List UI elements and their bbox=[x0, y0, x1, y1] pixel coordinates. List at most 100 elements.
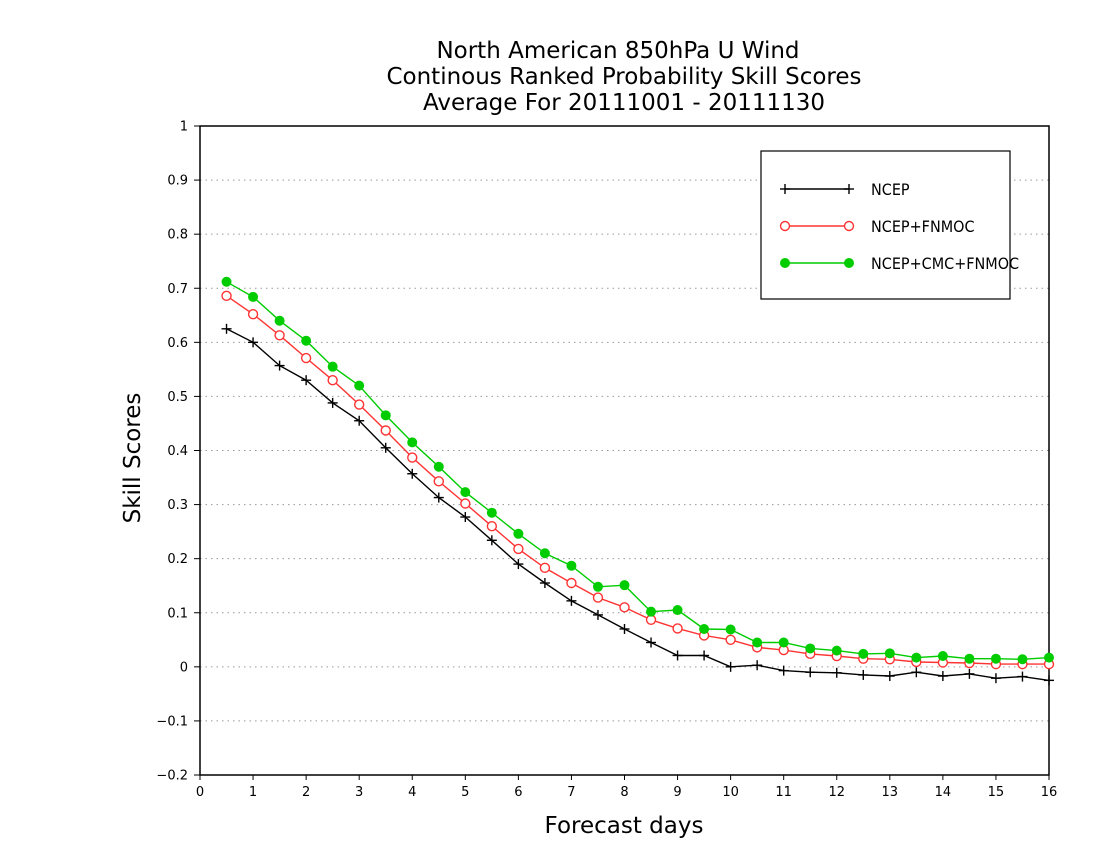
data-point bbox=[725, 634, 736, 645]
data-point bbox=[937, 671, 948, 682]
data-point bbox=[831, 645, 842, 656]
legend-item: NCEP+CMC+FNMOC bbox=[780, 254, 1019, 273]
data-point bbox=[964, 653, 975, 664]
chart-title: North American 850hPa U Wind Continous R… bbox=[386, 38, 861, 116]
data-point bbox=[1044, 675, 1054, 686]
x-tick-label: 15 bbox=[988, 785, 1005, 800]
data-point bbox=[964, 668, 975, 679]
x-tick-label: 13 bbox=[882, 785, 899, 800]
data-point bbox=[672, 605, 683, 616]
y-tick-label: 0.2 bbox=[167, 552, 188, 567]
x-tick-label: 3 bbox=[355, 785, 363, 800]
data-point bbox=[646, 637, 657, 648]
y-axis: −0.2 −0.1 0 0.1 0.2 0.3 0.4 0.5 0.6 0.7 0.8 0.9 1 bbox=[156, 120, 200, 784]
x-tick-label: 0 bbox=[196, 785, 204, 800]
data-point bbox=[301, 335, 312, 346]
y-tick-label: −0.1 bbox=[156, 714, 188, 729]
data-point bbox=[1017, 654, 1028, 665]
data-point bbox=[274, 360, 285, 371]
series-ncep-cmc-fnmoc bbox=[221, 276, 1054, 665]
data-point bbox=[380, 425, 391, 436]
data-point bbox=[592, 592, 604, 603]
data-point bbox=[539, 578, 550, 589]
data-point bbox=[619, 602, 630, 613]
data-point bbox=[460, 512, 471, 523]
y-tick-label: 0.4 bbox=[167, 444, 188, 459]
y-tick-label: 0.1 bbox=[167, 606, 188, 621]
data-point bbox=[327, 397, 338, 408]
series-ncep-fnmoc bbox=[221, 290, 1055, 670]
x-tick-label: 4 bbox=[408, 785, 416, 800]
data-point bbox=[884, 648, 895, 659]
data-point bbox=[221, 323, 232, 334]
data-point bbox=[592, 581, 603, 592]
data-point bbox=[566, 560, 577, 571]
x-tick-label: 6 bbox=[514, 785, 522, 800]
data-point bbox=[247, 309, 259, 320]
data-point bbox=[327, 374, 338, 386]
grid bbox=[200, 179, 1049, 722]
data-point bbox=[486, 535, 497, 546]
data-point bbox=[221, 276, 232, 287]
data-point bbox=[380, 442, 391, 453]
data-point bbox=[354, 415, 365, 426]
data-point bbox=[699, 623, 710, 634]
x-tick-label: 8 bbox=[620, 785, 628, 800]
legend-label: NCEP+FNMOC bbox=[871, 217, 975, 236]
data-point bbox=[539, 548, 550, 559]
legend-marker bbox=[844, 258, 854, 268]
y-axis-title: Skill Scores bbox=[120, 393, 146, 524]
data-point bbox=[778, 637, 789, 648]
series bbox=[221, 276, 1055, 686]
y-tick-label: −0.2 bbox=[156, 769, 188, 784]
data-point bbox=[513, 528, 524, 539]
data-point bbox=[778, 665, 789, 676]
y-tick-label: 0.8 bbox=[167, 228, 188, 243]
data-point bbox=[619, 623, 630, 634]
data-point bbox=[433, 461, 444, 472]
data-point bbox=[274, 315, 285, 326]
x-tick-label: 5 bbox=[461, 785, 469, 800]
y-tick-label: 1 bbox=[180, 120, 188, 135]
x-tick-label: 1 bbox=[249, 785, 257, 800]
data-point bbox=[1017, 671, 1028, 682]
data-point bbox=[805, 667, 816, 678]
data-point bbox=[274, 330, 285, 341]
legend-marker bbox=[843, 220, 855, 232]
data-point bbox=[301, 375, 312, 386]
data-point bbox=[221, 290, 232, 302]
data-point bbox=[327, 361, 338, 372]
legend-item: NCEP bbox=[780, 180, 910, 199]
data-point bbox=[407, 468, 418, 479]
data-point bbox=[513, 559, 524, 570]
data-point bbox=[858, 648, 869, 659]
data-point bbox=[433, 476, 444, 487]
data-point bbox=[725, 624, 736, 635]
x-tick-label: 9 bbox=[673, 785, 681, 800]
data-point bbox=[486, 507, 497, 518]
data-point bbox=[248, 337, 259, 348]
y-tick-label: 0.3 bbox=[167, 498, 188, 513]
data-point bbox=[805, 643, 816, 654]
y-tick-label: 0 bbox=[180, 660, 188, 675]
data-point bbox=[672, 650, 683, 661]
data-point bbox=[300, 352, 312, 364]
data-point bbox=[858, 669, 869, 680]
data-point bbox=[699, 650, 710, 661]
data-point bbox=[460, 487, 471, 498]
legend-label: NCEP bbox=[871, 180, 910, 199]
chart-title-line-3: Average For 20111001 - 20111130 bbox=[423, 90, 825, 116]
chart-title-line-2: Continous Ranked Probability Skill Score… bbox=[386, 64, 861, 90]
legend-item: NCEP+FNMOC bbox=[779, 217, 975, 236]
data-point bbox=[513, 543, 524, 555]
legend-marker bbox=[780, 258, 790, 268]
x-tick-label: 10 bbox=[722, 785, 739, 800]
y-tick-label: 0.7 bbox=[167, 282, 188, 297]
data-point bbox=[672, 623, 683, 634]
x-tick-label: 11 bbox=[775, 785, 792, 800]
data-point bbox=[752, 660, 763, 671]
data-point bbox=[884, 671, 895, 682]
data-point bbox=[725, 661, 736, 672]
